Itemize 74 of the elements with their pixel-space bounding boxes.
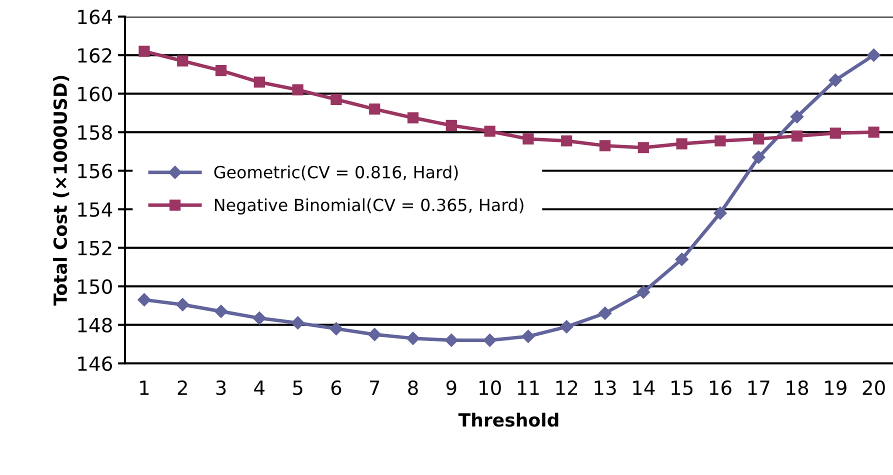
point (561, 135, 572, 146)
point (598, 306, 612, 320)
point (522, 330, 535, 343)
x-tick-label: 5 (293, 380, 302, 396)
point (636, 286, 650, 299)
x-axis-title: Threshold (458, 412, 558, 427)
point (330, 322, 343, 336)
point (252, 312, 266, 325)
y-tick-label: 158 (78, 125, 112, 140)
point (714, 135, 726, 146)
point (176, 298, 190, 312)
point (291, 316, 304, 330)
point (254, 76, 265, 88)
point (790, 110, 804, 124)
point (407, 112, 419, 124)
x-tick-label: 1 (140, 380, 149, 395)
point (138, 293, 151, 306)
point (522, 133, 534, 145)
x-tick-label: 17 (748, 380, 770, 395)
x-tick-label: 4 (254, 380, 265, 395)
x-tick-label: 16 (710, 380, 732, 396)
x-tick-label: 20 (862, 380, 885, 396)
x-tick-label: 3 (216, 380, 226, 396)
x-tick-label: 9 (446, 380, 456, 396)
point (868, 126, 880, 138)
x-tick-label: 12 (556, 380, 578, 395)
point (215, 65, 227, 76)
x-tick-label: 11 (518, 380, 539, 395)
point (638, 142, 649, 154)
point (828, 74, 842, 87)
point (830, 128, 841, 139)
point (444, 334, 458, 347)
x-tick-label: 8 (408, 380, 418, 396)
x-tick-label: 10 (480, 380, 501, 396)
y-tick-label: 146 (78, 356, 112, 372)
x-tick-label: 18 (786, 380, 808, 396)
x-tick-label: 2 (178, 380, 187, 395)
point (599, 140, 611, 152)
x-tick-label: 19 (825, 380, 846, 396)
x-tick-label: 13 (594, 380, 616, 396)
x-tick-label: 7 (370, 380, 380, 395)
point (214, 304, 228, 318)
y-tick-label: 148 (78, 318, 112, 333)
point (867, 48, 880, 62)
x-tick-label: 6 (331, 380, 342, 396)
point (330, 94, 342, 106)
y-tick-label: 156 (78, 164, 112, 178)
y-tick-label: 154 (78, 202, 112, 217)
y-tick-label: 160 (78, 86, 112, 102)
point (483, 334, 496, 347)
legend-label: Geometric(CV = 0.816, Hard) (214, 166, 458, 180)
point (406, 332, 420, 345)
x-tick-label: 15 (672, 380, 692, 396)
point (714, 206, 727, 220)
y-tick-label: 162 (78, 48, 112, 63)
y-tick-label: 150 (78, 279, 112, 294)
point (292, 84, 304, 96)
point (676, 138, 688, 150)
point (138, 46, 150, 57)
point (560, 320, 574, 334)
y-tick-label: 164 (78, 10, 112, 24)
point (368, 328, 382, 342)
point (484, 126, 496, 137)
y-tick-label: 152 (78, 240, 112, 256)
point (752, 150, 766, 164)
y-axis-title: Total Cost (×1000USD) (53, 76, 70, 306)
point (675, 252, 688, 266)
x-tick-label: 14 (633, 380, 655, 395)
point (791, 130, 803, 142)
point (753, 133, 764, 145)
legend-label: Negative Binomial(CV = 0.365, Hard) (214, 198, 524, 214)
point (369, 104, 380, 115)
point (177, 55, 188, 66)
point (446, 120, 457, 132)
